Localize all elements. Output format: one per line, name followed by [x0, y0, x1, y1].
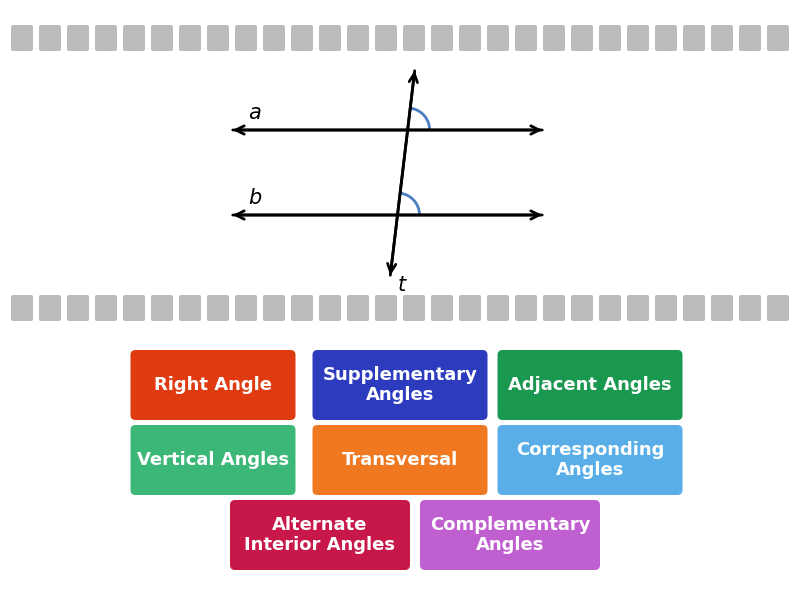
- FancyBboxPatch shape: [403, 25, 425, 51]
- FancyBboxPatch shape: [263, 25, 285, 51]
- Text: Corresponding
Angles: Corresponding Angles: [516, 440, 664, 479]
- Text: Adjacent Angles: Adjacent Angles: [508, 376, 672, 394]
- Text: t: t: [398, 275, 406, 295]
- FancyBboxPatch shape: [313, 350, 487, 420]
- FancyBboxPatch shape: [655, 295, 677, 321]
- FancyBboxPatch shape: [498, 350, 682, 420]
- FancyBboxPatch shape: [543, 25, 565, 51]
- FancyBboxPatch shape: [739, 295, 761, 321]
- FancyBboxPatch shape: [459, 295, 481, 321]
- FancyBboxPatch shape: [739, 25, 761, 51]
- FancyBboxPatch shape: [123, 295, 145, 321]
- FancyBboxPatch shape: [627, 25, 649, 51]
- FancyBboxPatch shape: [655, 25, 677, 51]
- FancyBboxPatch shape: [130, 350, 295, 420]
- Text: Supplementary
Angles: Supplementary Angles: [322, 365, 478, 404]
- FancyBboxPatch shape: [498, 425, 682, 495]
- FancyBboxPatch shape: [95, 25, 117, 51]
- FancyBboxPatch shape: [767, 295, 789, 321]
- FancyBboxPatch shape: [683, 295, 705, 321]
- FancyBboxPatch shape: [151, 295, 173, 321]
- Text: Complementary
Angles: Complementary Angles: [430, 515, 590, 554]
- FancyBboxPatch shape: [235, 295, 257, 321]
- FancyBboxPatch shape: [179, 295, 201, 321]
- FancyBboxPatch shape: [291, 25, 313, 51]
- Text: Vertical Angles: Vertical Angles: [137, 451, 289, 469]
- FancyBboxPatch shape: [347, 295, 369, 321]
- FancyBboxPatch shape: [515, 25, 537, 51]
- FancyBboxPatch shape: [683, 25, 705, 51]
- FancyBboxPatch shape: [230, 500, 410, 570]
- FancyBboxPatch shape: [291, 295, 313, 321]
- FancyBboxPatch shape: [123, 25, 145, 51]
- Text: Right Angle: Right Angle: [154, 376, 272, 394]
- FancyBboxPatch shape: [67, 25, 89, 51]
- Text: Alternate
Interior Angles: Alternate Interior Angles: [245, 515, 395, 554]
- FancyBboxPatch shape: [599, 295, 621, 321]
- FancyBboxPatch shape: [347, 25, 369, 51]
- FancyBboxPatch shape: [207, 295, 229, 321]
- FancyBboxPatch shape: [313, 425, 487, 495]
- Text: Transversal: Transversal: [342, 451, 458, 469]
- FancyBboxPatch shape: [179, 25, 201, 51]
- FancyBboxPatch shape: [151, 25, 173, 51]
- FancyBboxPatch shape: [431, 295, 453, 321]
- FancyBboxPatch shape: [627, 295, 649, 321]
- FancyBboxPatch shape: [95, 295, 117, 321]
- FancyBboxPatch shape: [599, 25, 621, 51]
- Text: b: b: [248, 188, 262, 208]
- FancyBboxPatch shape: [711, 25, 733, 51]
- FancyBboxPatch shape: [515, 295, 537, 321]
- FancyBboxPatch shape: [403, 295, 425, 321]
- FancyBboxPatch shape: [39, 25, 61, 51]
- FancyBboxPatch shape: [487, 295, 509, 321]
- FancyBboxPatch shape: [420, 500, 600, 570]
- FancyBboxPatch shape: [207, 25, 229, 51]
- FancyBboxPatch shape: [571, 295, 593, 321]
- FancyBboxPatch shape: [375, 295, 397, 321]
- FancyBboxPatch shape: [11, 25, 33, 51]
- FancyBboxPatch shape: [711, 295, 733, 321]
- FancyBboxPatch shape: [319, 25, 341, 51]
- FancyBboxPatch shape: [767, 25, 789, 51]
- FancyBboxPatch shape: [375, 25, 397, 51]
- FancyBboxPatch shape: [130, 425, 295, 495]
- Text: a: a: [249, 103, 262, 123]
- FancyBboxPatch shape: [67, 295, 89, 321]
- FancyBboxPatch shape: [571, 25, 593, 51]
- FancyBboxPatch shape: [235, 25, 257, 51]
- FancyBboxPatch shape: [319, 295, 341, 321]
- FancyBboxPatch shape: [543, 295, 565, 321]
- FancyBboxPatch shape: [431, 25, 453, 51]
- FancyBboxPatch shape: [39, 295, 61, 321]
- FancyBboxPatch shape: [263, 295, 285, 321]
- FancyBboxPatch shape: [459, 25, 481, 51]
- FancyBboxPatch shape: [11, 295, 33, 321]
- FancyBboxPatch shape: [487, 25, 509, 51]
